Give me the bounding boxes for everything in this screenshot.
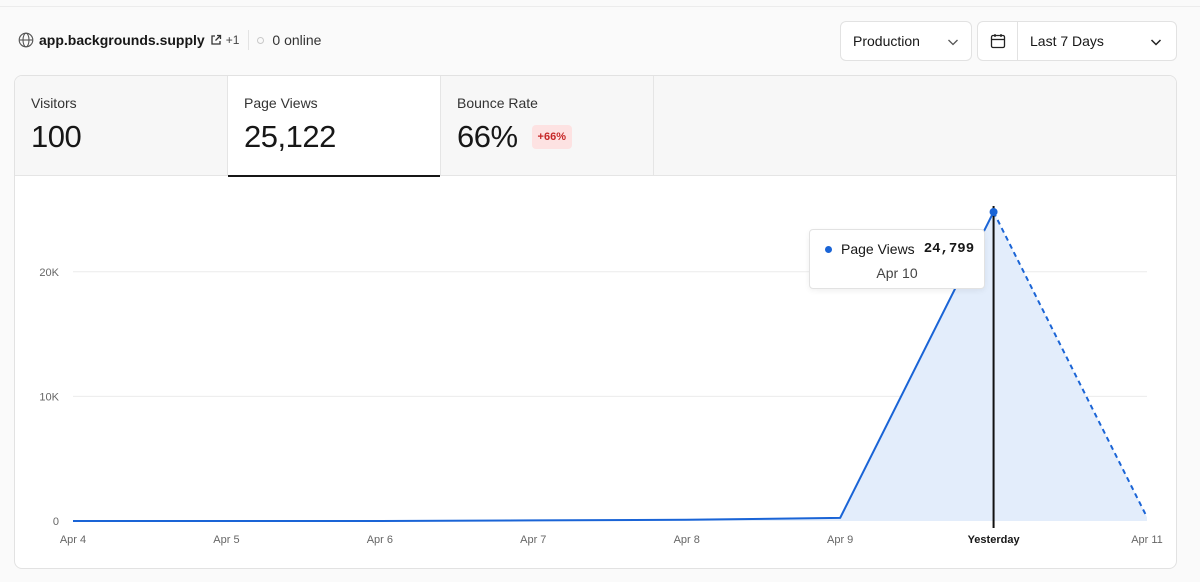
series-area [73,211,1147,521]
chevron-down-icon [948,39,958,46]
x-tick-label: Apr 5 [213,534,239,546]
highlighted-point [989,207,998,216]
x-tick-label: Apr 6 [367,534,393,546]
online-count: 0 online [272,32,322,48]
tooltip-series-name: Page Views [841,241,915,257]
tooltip-value: 24,799 [923,241,975,257]
environment-value: Production [853,33,920,49]
top-divider [0,6,1200,7]
chart-tooltip: Page Views 24,799 Apr 10 [809,229,985,289]
online-status-dot [257,36,265,44]
project-name[interactable]: app.backgrounds.supply [39,32,205,48]
y-tick-label: 20K [39,267,59,279]
date-range-value: Last 7 Days [1030,33,1104,49]
tooltip-date: Apr 10 [876,265,918,281]
date-range-select[interactable]: Last 7 Days [977,21,1177,61]
series-dot [825,245,832,253]
x-tick-label: Apr 7 [520,534,546,546]
header-divider [248,30,250,50]
tab-label: Page Views [244,95,318,111]
calendar-button[interactable] [978,22,1018,60]
tab-bounce-rate[interactable]: Bounce Rate 66% +66% [441,76,654,176]
x-tick-label: Apr 9 [827,534,853,546]
chevron-down-icon [1150,39,1162,46]
series-line-projected [992,211,1148,518]
change-badge: +66% [531,125,572,149]
tab-label: Bounce Rate [457,95,538,111]
external-link-icon[interactable] [210,34,222,46]
tab-page-views[interactable]: Page Views 25,122 [228,76,441,177]
tab-value: 66% [457,119,518,154]
x-tick-label: Apr 11 [1131,534,1163,546]
x-tick-label: Yesterday [968,534,1021,546]
metric-tabs: Visitors 100 Page Views 25,122 Bounce Ra… [15,76,1176,177]
environment-select[interactable]: Production [840,21,972,61]
extra-projects-count[interactable]: +1 [225,33,240,47]
x-tick-label: Apr 4 [60,534,86,546]
globe-icon [18,32,34,48]
series-line [73,211,995,522]
tab-value: 100 [31,119,82,154]
tab-label: Visitors [31,95,77,111]
tab-value: 25,122 [244,119,336,154]
tab-visitors[interactable]: Visitors 100 [15,76,228,176]
calendar-icon [990,34,1005,49]
y-tick-label: 0 [53,516,59,528]
project-switcher[interactable]: app.backgrounds.supply +1 0 online [18,30,321,50]
y-tick-label: 10K [39,391,59,403]
x-tick-label: Apr 8 [674,534,700,546]
